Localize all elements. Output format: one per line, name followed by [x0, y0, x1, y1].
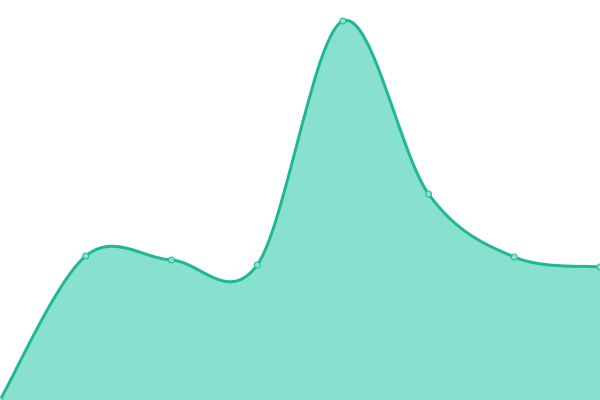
- data-point: [253, 261, 261, 269]
- data-point: [0, 396, 4, 400]
- area-line: [0, 19, 600, 400]
- data-point: [167, 256, 175, 264]
- data-point: [596, 263, 600, 271]
- data-point: [425, 190, 433, 198]
- data-point: [82, 252, 90, 260]
- data-point: [510, 253, 518, 261]
- area-fill: [0, 20, 600, 400]
- data-point: [339, 17, 347, 25]
